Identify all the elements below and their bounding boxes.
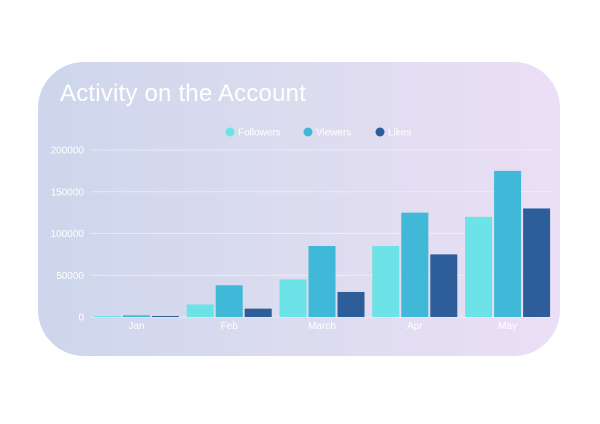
legend-swatch [225, 127, 235, 137]
bar-viewers-jan [122, 315, 150, 317]
chart-title: Activity on the Account [60, 80, 307, 107]
legend: Followers Viewers Likes [225, 127, 411, 139]
legend-item-viewers: Viewers [303, 127, 351, 139]
y-tick-label: 100000 [51, 229, 85, 240]
y-tick-label: 200000 [51, 146, 85, 157]
bar-viewers-feb [215, 285, 243, 317]
bar-viewers-march [308, 246, 336, 317]
bar-viewers-apr [401, 212, 429, 317]
bars [93, 170, 551, 317]
y-tick-label: 150000 [51, 187, 85, 198]
legend-label: Followers [238, 128, 281, 139]
x-axis-labels: Jan Feb March Apr May [128, 321, 517, 332]
legend-item-likes: Likes [375, 127, 411, 139]
bar-followers-feb [186, 304, 214, 317]
bar-followers-apr [372, 246, 400, 317]
bar-likes-jan [151, 316, 179, 317]
y-tick-label: 50000 [56, 271, 84, 282]
legend-swatch [375, 127, 385, 137]
x-tick-label: May [498, 321, 517, 332]
bar-likes-apr [430, 254, 458, 317]
bar-followers-may [465, 216, 493, 317]
bar-likes-march [337, 291, 365, 317]
bar-viewers-may [494, 170, 522, 317]
x-tick-label: March [308, 321, 336, 332]
legend-label: Viewers [316, 128, 351, 139]
bar-likes-may [523, 208, 551, 317]
bar-likes-feb [244, 308, 272, 317]
x-tick-label: Jan [128, 321, 144, 332]
bar-followers-march [279, 279, 307, 317]
legend-label: Likes [388, 128, 411, 139]
legend-swatch [303, 127, 313, 137]
x-tick-label: Feb [221, 321, 239, 332]
y-axis-ticks: 0 50000 100000 150000 200000 [51, 146, 85, 324]
bar-chart: 0 50000 100000 150000 200000 Jan Feb March Apr M… [51, 127, 554, 332]
y-tick-label: 0 [78, 313, 84, 324]
bar-followers-jan [93, 316, 121, 317]
chart-card: Activity on the Account 0 50000 100000 1500… [38, 62, 560, 356]
legend-item-followers: Followers [225, 127, 281, 139]
x-tick-label: Apr [407, 321, 423, 332]
